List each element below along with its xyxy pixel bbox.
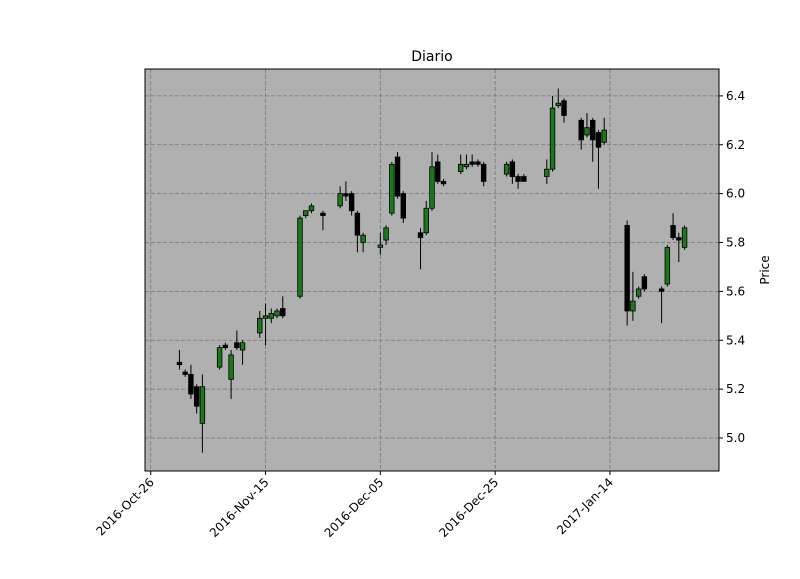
candle-body [595,132,602,148]
candle-body [561,100,567,116]
candle-body [343,193,349,197]
candle-body [389,163,395,214]
y-tick-label: 5.4 [726,333,745,347]
x-tick-label: 2016-Oct-26 [94,475,157,538]
x-tick-label: 2016-Nov-15 [207,475,272,540]
candle-body [544,168,550,177]
candle-body [458,163,464,173]
candle-body [521,176,527,182]
candle-body [670,225,676,239]
candle-body [228,354,234,380]
candle-body [555,102,561,107]
y-tick-label: 6.2 [726,138,745,152]
candle-body [308,205,315,212]
candle-body [635,288,642,297]
candle-body [429,166,435,209]
chart-title: Diario [411,49,452,65]
candle-body [320,212,326,217]
x-tick-label: 2016-Dec-05 [322,475,387,540]
candle-body [383,227,389,241]
candle-body [216,347,223,368]
candle-body [199,386,206,424]
candle-body [549,107,556,170]
candle-body [360,234,366,243]
candle-body [423,207,429,234]
candle-body [222,344,229,348]
y-tick-label: 6.4 [726,89,745,103]
candle-body [509,161,516,177]
y-tick-label: 6.0 [726,187,745,201]
candle-body [664,246,671,285]
y-tick-label: 5.8 [726,236,745,250]
candle-body [354,212,361,236]
y-tick-label: 5.0 [726,431,745,445]
candle-body [193,386,200,407]
candle-body [463,163,470,168]
candle-body [239,342,246,351]
candle-body [234,342,240,348]
candle-body [515,176,521,182]
candle-body [280,308,286,317]
candle-body [658,288,665,292]
y-tick-label: 5.2 [726,382,745,396]
candle-body [182,371,188,375]
x-tick-label: 2016-Dec-25 [436,475,501,540]
y-axis-label: Price [758,255,772,284]
candle-body [176,361,183,366]
candle-body [641,276,648,290]
candle-body [624,225,630,312]
candle-body [188,374,194,395]
candle-body [584,127,590,136]
candle-body [676,237,682,241]
candle-body [337,193,343,207]
candle-body [681,227,688,248]
candle-body [303,210,309,217]
candle-body [435,161,441,182]
candle-body [590,119,596,141]
candle-body [417,232,424,239]
y-tick-label: 5.6 [726,284,745,298]
candle-body [262,315,269,319]
candle-body [469,161,475,165]
candle-body [377,244,384,248]
candle-body [630,300,636,312]
x-tick-label: 2017-Jan-14 [554,475,616,537]
candle-body [503,163,510,175]
candle-body [274,310,280,317]
candle-body [440,181,447,185]
plot-frame [144,68,720,472]
candle-body [348,193,355,212]
candle-body [268,312,274,319]
candle-body [394,156,401,197]
candle-body [475,161,481,165]
candle-body [257,317,263,334]
candle-body [601,129,607,143]
candle-body [480,163,487,182]
plot-area [145,69,719,471]
candle-body [297,217,303,297]
candle-body [578,119,584,141]
candle-body [400,193,406,219]
